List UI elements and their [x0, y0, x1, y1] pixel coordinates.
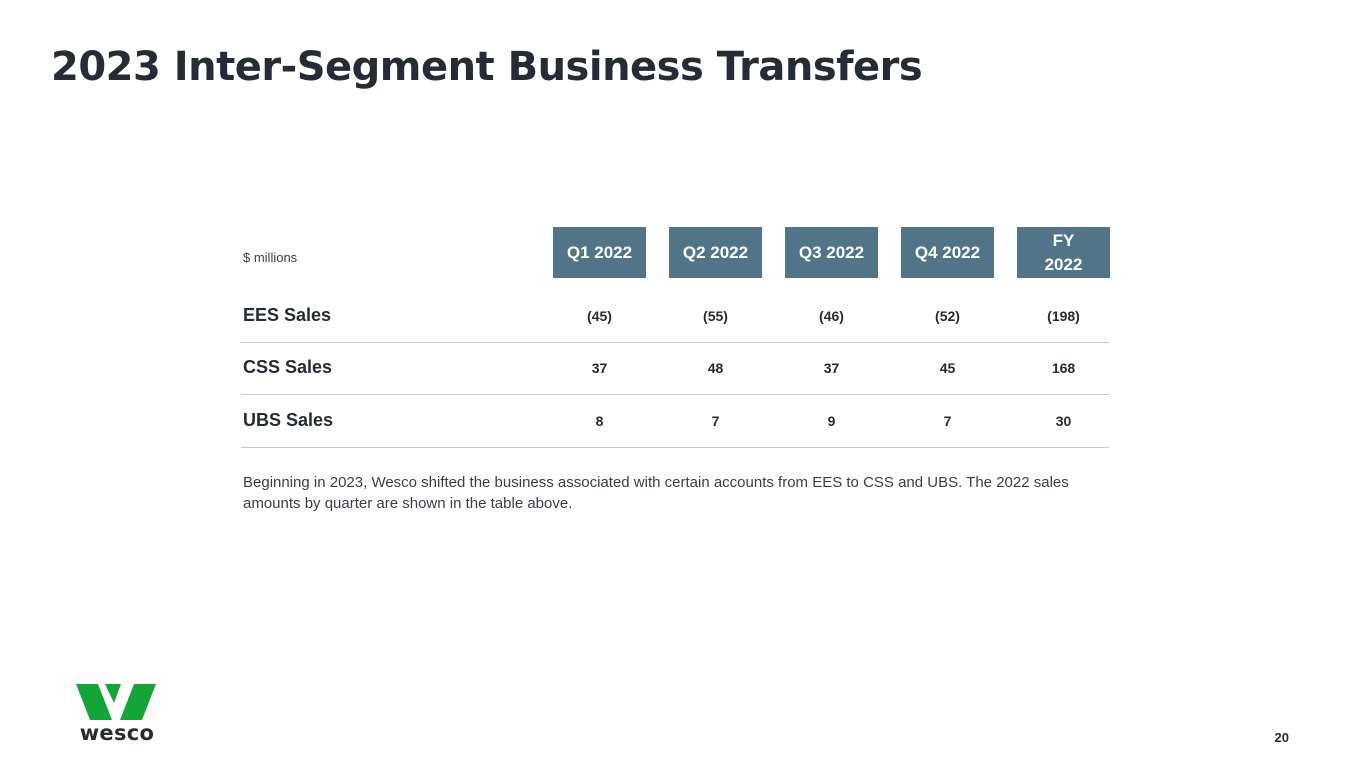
- table-row-ubs: UBS Sales 8 7 9 7 30: [241, 396, 1109, 448]
- wesco-logo: wesco: [76, 684, 158, 745]
- column-header-q2: Q2 2022: [669, 227, 762, 278]
- row-label-css: CSS Sales: [243, 357, 333, 377]
- cell-css-q2: 48: [707, 360, 724, 376]
- cell-ees-q2: (55): [703, 308, 728, 324]
- row-label-ubs: UBS Sales: [243, 410, 334, 430]
- cell-css-q3: 37: [823, 360, 840, 376]
- column-header-fy-line2: 2022: [1044, 254, 1083, 274]
- wesco-w-mark-icon: [76, 684, 156, 720]
- column-header-fy-line1: FY: [1052, 230, 1075, 250]
- column-header-q4: Q4 2022: [901, 227, 994, 278]
- cell-css-q1: 37: [591, 360, 608, 376]
- cell-ees-fy: (198): [1047, 308, 1080, 324]
- wesco-logo-text: wesco: [79, 721, 155, 745]
- cell-ubs-fy: 30: [1055, 413, 1072, 429]
- cell-css-q4: 45: [939, 360, 956, 376]
- row-label-ees: EES Sales: [243, 305, 332, 325]
- footnote: Beginning in 2023, Wesco shifted the bus…: [243, 474, 1069, 512]
- cell-ees-q3: (46): [819, 308, 844, 324]
- page-title: 2023 Inter-Segment Business Transfers: [51, 44, 923, 90]
- column-header-q3: Q3 2022: [785, 227, 878, 278]
- cell-ubs-q4: 7: [943, 413, 952, 429]
- table-row-ees: EES Sales (45) (55) (46) (52) (198): [241, 291, 1109, 343]
- cell-css-fy: 168: [1051, 360, 1076, 376]
- cell-ees-q1: (45): [587, 308, 612, 324]
- column-header-q1: Q1 2022: [553, 227, 646, 278]
- column-header-fy: FY 2022: [1017, 227, 1110, 278]
- cell-ees-q4: (52): [935, 308, 960, 324]
- table-row-css: CSS Sales 37 48 37 45 168: [241, 343, 1109, 395]
- cell-ubs-q3: 9: [827, 413, 836, 429]
- page-number: 20: [1274, 730, 1289, 745]
- units-label: $ millions: [243, 250, 298, 265]
- cell-ubs-q1: 8: [595, 413, 604, 429]
- cell-ubs-q2: 7: [711, 413, 720, 429]
